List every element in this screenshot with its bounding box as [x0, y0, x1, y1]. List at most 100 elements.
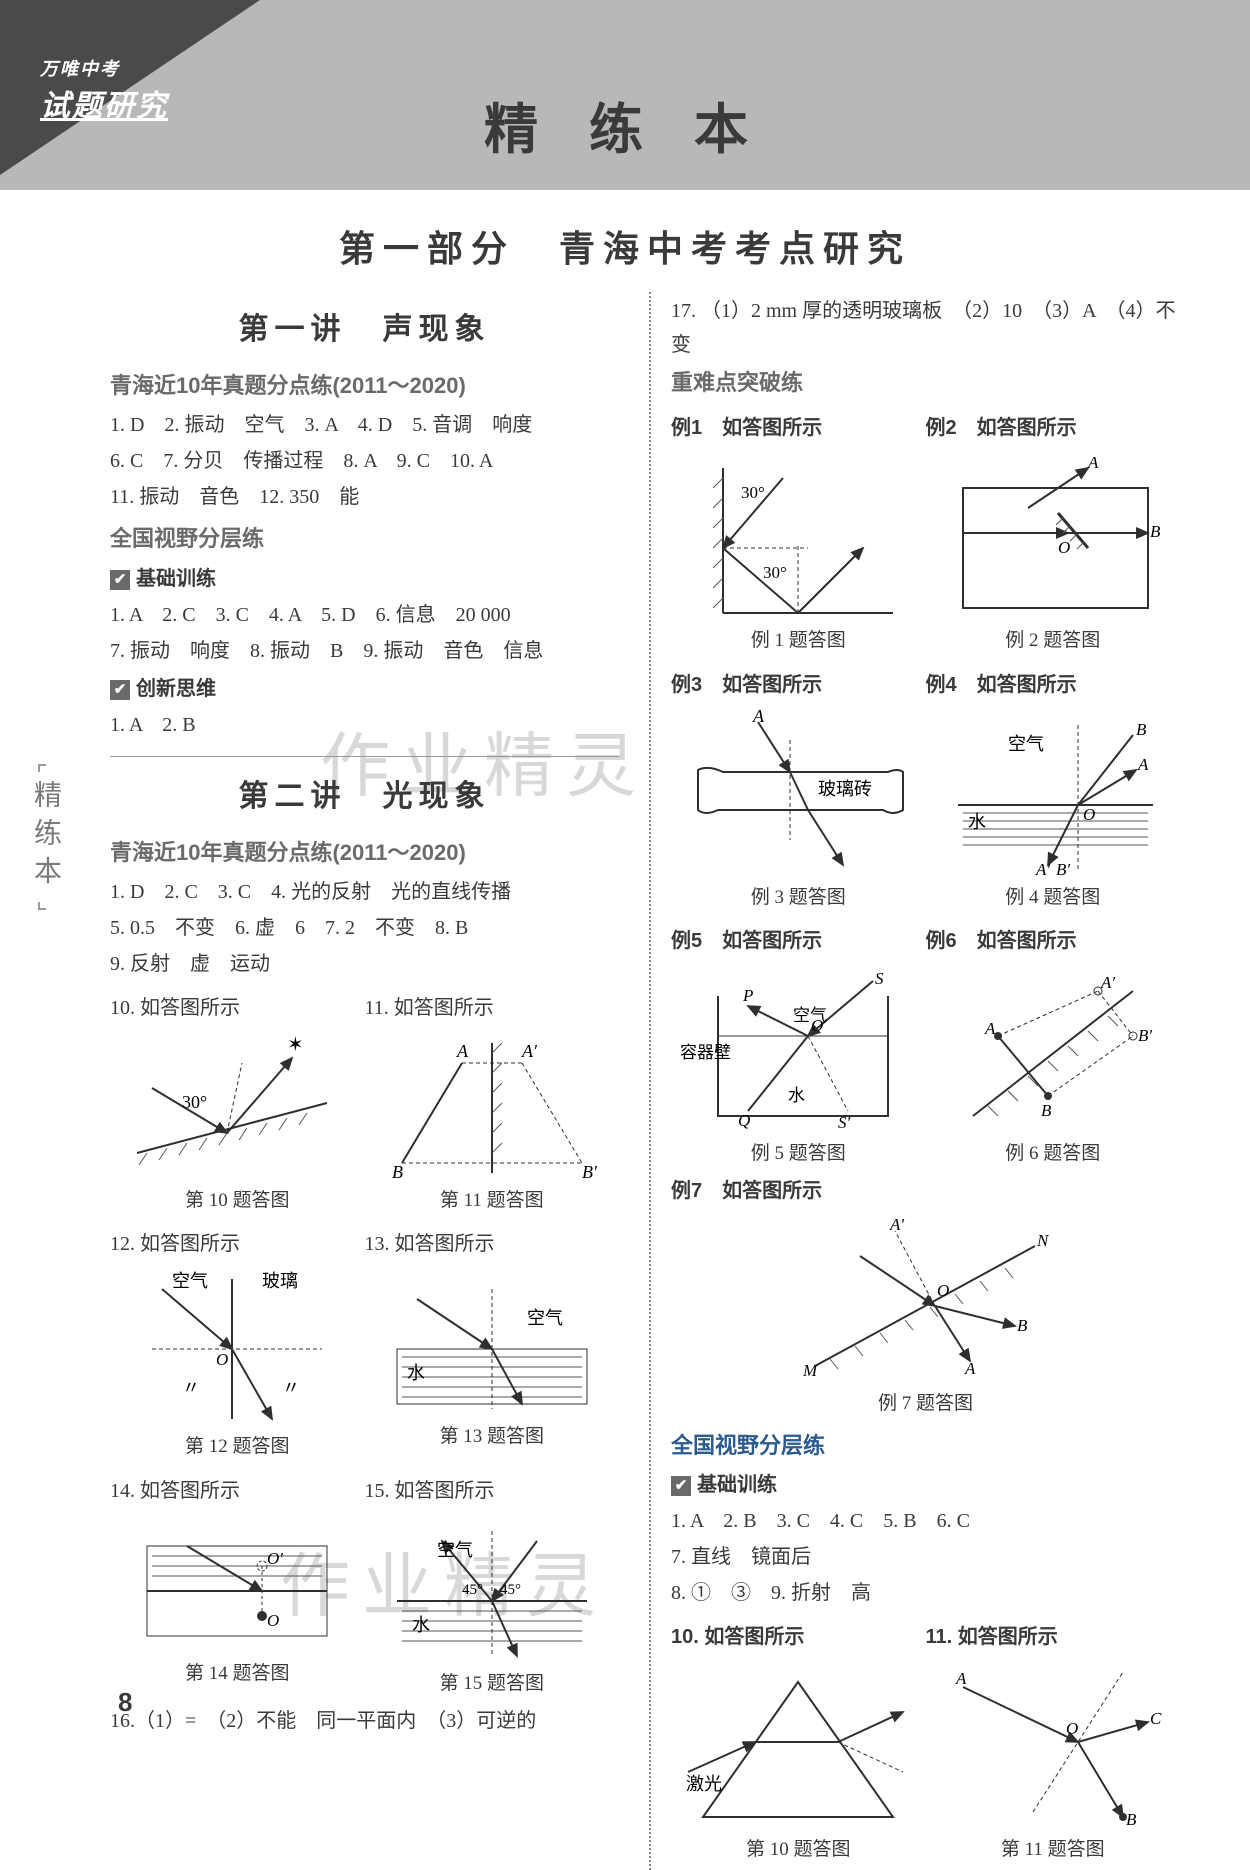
answer-line: 6. C 7. 分贝 传播过程 8. A 9. C 10. A — [110, 444, 619, 478]
svg-text:A′: A′ — [1035, 860, 1050, 879]
svg-text:B: B — [1150, 522, 1161, 541]
svg-text:〃: 〃 — [282, 1378, 300, 1398]
sub-heading: ✔ 基础训练 — [671, 1468, 1180, 1502]
answer-label: 15. 如答图所示 — [365, 1474, 620, 1508]
figure-box: 例3 如答图所示 — [671, 666, 926, 702]
figure-box: 10. 如答图所示 — [671, 1618, 926, 1654]
svg-text:A: A — [1087, 453, 1099, 472]
svg-text:S: S — [875, 969, 884, 988]
svg-text:O: O — [1058, 538, 1070, 557]
example-7-figure: A′ A B O N M 例 7 题答图 — [773, 1216, 1078, 1420]
figure-row: A′ A B O N M 例 7 题答图 — [671, 1216, 1180, 1420]
figure-box: 11. 如答图所示 — [365, 989, 620, 1025]
answer-label: 例7 如答图所示 — [671, 1174, 1180, 1208]
svg-text:A: A — [1137, 755, 1149, 774]
svg-text:水: 水 — [407, 1363, 425, 1383]
svg-text:O: O — [937, 1281, 949, 1300]
answer-line: 7. 直线 镜面后 — [671, 1540, 1180, 1574]
answer-line: 1. D 2. 振动 空气 3. A 4. D 5. 音调 响度 — [110, 408, 619, 442]
header-band: 万唯中考 试题研究 精 练 本 — [0, 0, 1250, 190]
check-icon: ✔ — [671, 1476, 691, 1496]
svg-text:空气: 空气 — [437, 1540, 473, 1560]
diagram-glass-slab-icon: A 玻璃砖 — [683, 710, 913, 880]
lecture-2-title: 第二讲 光现象 — [110, 771, 619, 822]
figure-caption: 第 11 题答图 — [365, 1185, 620, 1217]
example-1-figure: 30° 30° 例 1 题答图 — [671, 453, 926, 657]
main-title: 精 练 本 — [0, 85, 1250, 164]
divider — [110, 756, 619, 757]
answer-label: 11. 如答图所示 — [926, 1620, 1181, 1654]
answer-line: 8. ① ③ 9. 折射 高 — [671, 1576, 1180, 1610]
sub-heading: ✔基础训练 — [110, 562, 619, 596]
svg-text:A: A — [456, 1041, 469, 1061]
diagram-container-icon: P O Q S S′ 空气 水 容器壁 — [678, 966, 918, 1136]
answer-line: 11. 振动 音色 12. 350 能 — [110, 480, 619, 514]
sub-heading-label: 基础训练 — [697, 1474, 777, 1496]
figure-caption: 第 10 题答图 — [671, 1834, 926, 1866]
svg-text:B: B — [1041, 1101, 1052, 1120]
figure-box: 例6 如答图所示 — [926, 922, 1181, 958]
figure-box: 10. 如答图所示 — [110, 989, 365, 1025]
svg-text:O: O — [1066, 1719, 1078, 1738]
sub-heading-label: 基础训练 — [136, 568, 216, 590]
svg-text:A: A — [752, 710, 765, 726]
answer-label: 14. 如答图所示 — [110, 1474, 365, 1508]
figure-row: 激光 第 10 题答图 A C O B 第 11 题答图 — [671, 1662, 1180, 1866]
figure-12: 空气 玻璃 O 〃〃 第 12 题答图 — [110, 1269, 365, 1463]
diagram-refraction-icon: 空气 玻璃 O 〃〃 — [132, 1269, 342, 1429]
side-tab: 精练本 — [26, 780, 66, 894]
figure-caption: 第 14 题答图 — [110, 1658, 365, 1690]
figure-caption: 第 12 题答图 — [110, 1431, 365, 1463]
figure-row: 10. 如答图所示 11. 如答图所示 — [110, 989, 619, 1025]
figure-box: 11. 如答图所示 — [926, 1618, 1181, 1654]
svg-text:✶: ✶ — [287, 1034, 304, 1056]
answer-line: 1. A 2. C 3. C 4. A 5. D 6. 信息 20 000 — [110, 598, 619, 632]
figure-caption: 例 4 题答图 — [926, 882, 1181, 914]
diagram-refraction-icon: 空气 水 A B A′ B′ O — [938, 710, 1168, 880]
svg-text:30°: 30° — [763, 563, 787, 582]
svg-text:Q: Q — [738, 1111, 750, 1130]
figure-row: 14. 如答图所示 15. 如答图所示 — [110, 1472, 619, 1508]
svg-text:B′: B′ — [1138, 1026, 1152, 1045]
figure-row: 30° 30° 例 1 题答图 A B O 例 2 题答图 — [671, 453, 1180, 657]
figure-14: O O′ 第 14 题答图 — [110, 1516, 365, 1700]
page-number: 8 — [118, 1687, 132, 1718]
answer-label: 例6 如答图所示 — [926, 924, 1181, 958]
svg-text:B′: B′ — [582, 1162, 598, 1182]
figure-caption: 例 6 题答图 — [926, 1138, 1181, 1170]
answer-label: 例1 如答图所示 — [671, 411, 926, 445]
figure-box: 13. 如答图所示 — [365, 1225, 620, 1261]
svg-text:激光: 激光 — [686, 1774, 722, 1794]
answer-line: 5. 0.5 不变 6. 虚 6 7. 2 不变 8. B — [110, 911, 619, 945]
answer-label: 12. 如答图所示 — [110, 1227, 365, 1261]
figure-caption: 第 13 题答图 — [365, 1421, 620, 1453]
section-title: 青海近10年真题分点练(2011～2020) — [110, 834, 619, 871]
answer-label: 11. 如答图所示 — [365, 991, 620, 1025]
example-4-figure: 空气 水 A B A′ B′ O 例 4 题答图 — [926, 710, 1181, 914]
section-title: 全国视野分层练 — [110, 520, 619, 557]
answer-line: 7. 振动 响度 8. 振动 B 9. 振动 音色 信息 — [110, 634, 619, 668]
figure-row: O O′ 第 14 题答图 空气 水 45° 45° — [110, 1516, 619, 1700]
figure-box: 例1 如答图所示 — [671, 409, 926, 445]
example-6-figure: A B A′ B′ 例 6 题答图 — [926, 966, 1181, 1170]
brand-line-1: 万唯中考 — [40, 55, 168, 81]
svg-text:水: 水 — [412, 1615, 430, 1635]
diagram-reflection-icon: 30° ✶ — [127, 1033, 347, 1183]
diagram-mirror-image-icon: A A′ B B′ — [377, 1033, 607, 1183]
answer-line: 16.（1）= （2）不能 同一平面内 （3）可逆的 — [110, 1704, 619, 1738]
svg-text:B: B — [1017, 1316, 1028, 1335]
answer-label: 例3 如答图所示 — [671, 668, 926, 702]
lecture-1-title: 第一讲 声现象 — [110, 304, 619, 355]
angle-label: 30° — [182, 1092, 207, 1112]
svg-text:A: A — [964, 1359, 976, 1378]
diagram-double-reflection-icon: A′ A B O N M — [785, 1216, 1065, 1386]
diagram-reflection-icon: A C O B — [938, 1662, 1168, 1832]
figure-row: 30° ✶ 第 10 题答图 A A′ B B′ 第 — [110, 1033, 619, 1217]
svg-text:O: O — [216, 1350, 228, 1369]
svg-text:容器壁: 容器壁 — [680, 1043, 731, 1062]
svg-text:S′: S′ — [838, 1113, 851, 1132]
answer-label: 例4 如答图所示 — [926, 668, 1181, 702]
svg-text:玻璃砖: 玻璃砖 — [818, 779, 872, 799]
svg-text:〃: 〃 — [182, 1378, 200, 1398]
figure-row: 例5 如答图所示 例6 如答图所示 — [671, 922, 1180, 958]
